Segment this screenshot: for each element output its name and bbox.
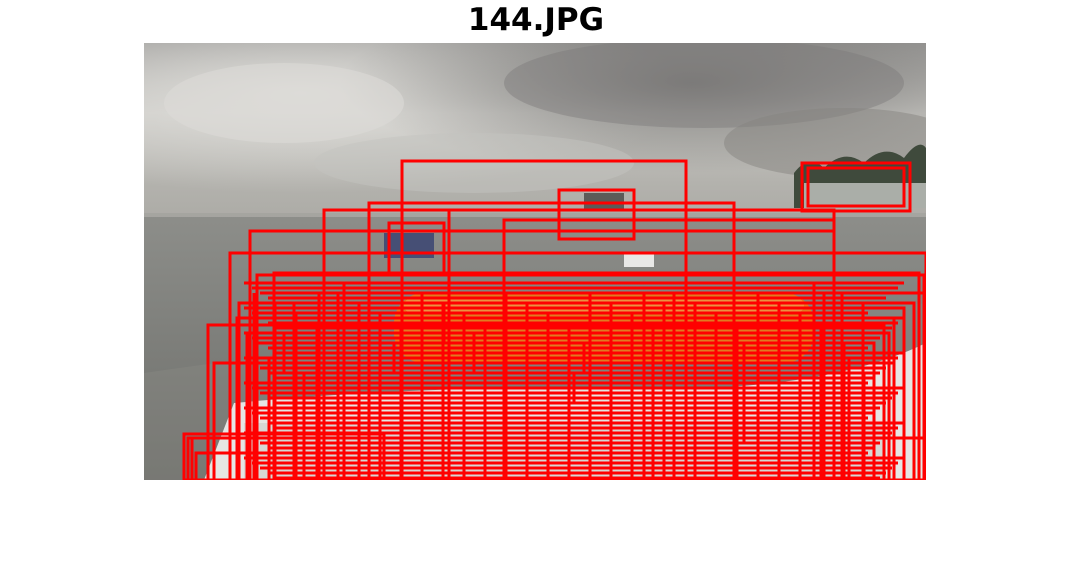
detection-box <box>557 188 636 241</box>
photo-image <box>144 43 926 480</box>
detection-box <box>228 251 926 480</box>
detection-box <box>400 159 688 480</box>
photo <box>144 43 926 480</box>
detection-box <box>800 161 912 213</box>
detection-boxes <box>182 159 926 480</box>
figure-title: 144.JPG <box>467 2 605 38</box>
detection-box <box>806 166 906 208</box>
